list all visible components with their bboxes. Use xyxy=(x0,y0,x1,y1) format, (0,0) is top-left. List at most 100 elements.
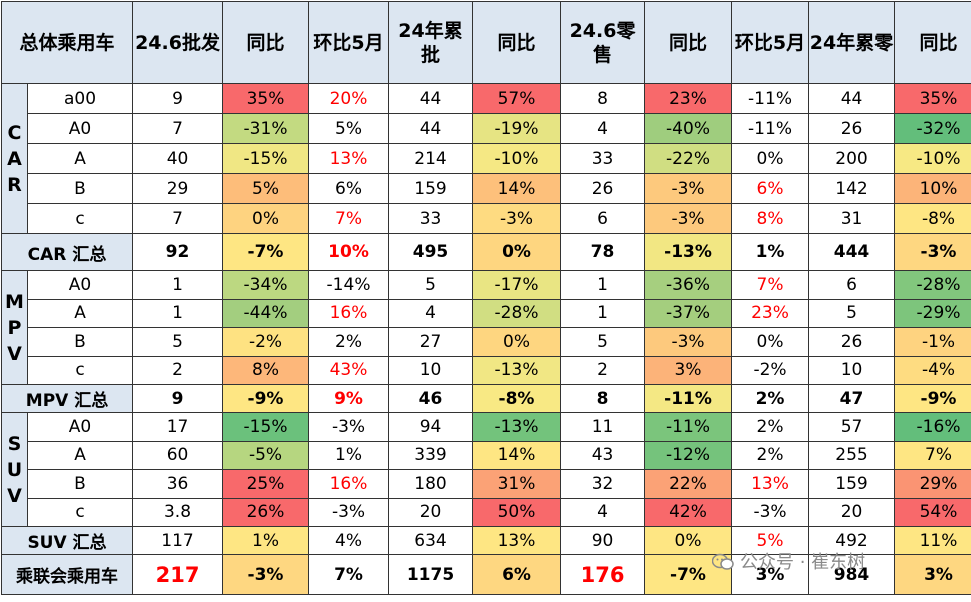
data-cell: -16% xyxy=(894,412,971,442)
column-header: 环比5月 xyxy=(308,1,390,84)
data-cell: 13% xyxy=(308,143,390,174)
data-cell: 10 xyxy=(808,355,896,385)
data-cell: 26 xyxy=(808,327,896,357)
data-cell: 6% xyxy=(308,173,390,204)
summary-cell: 495 xyxy=(388,233,474,271)
summary-cell: 0% xyxy=(644,526,733,555)
data-cell: 40 xyxy=(132,143,224,174)
data-cell: 5 xyxy=(808,298,896,328)
table-row: c 7 0% 7% 33 -3% 6 -3% 8% 31 -8% xyxy=(2,203,971,234)
segment-label: B xyxy=(26,469,134,499)
data-cell: -2% xyxy=(222,327,310,357)
total-cell: 984 xyxy=(808,554,896,595)
column-header: 同比 xyxy=(222,1,310,84)
total-cell: -7% xyxy=(644,554,733,595)
data-cell: 1 xyxy=(132,270,224,300)
data-cell: 7% xyxy=(731,270,810,300)
segment-label: A xyxy=(26,440,134,470)
data-cell: 33 xyxy=(560,143,646,174)
data-cell: 2% xyxy=(308,327,390,357)
column-header: 同比 xyxy=(644,1,733,84)
data-cell: 31 xyxy=(808,203,896,234)
data-cell: 29% xyxy=(894,469,971,499)
data-cell: -37% xyxy=(644,298,733,328)
header-row: 总体乘用车 24.6批发 同比 环比5月 24年累批 同比 24.6零售 同比 环比5月 24年累… xyxy=(0,1,971,84)
data-cell: 44 xyxy=(388,113,474,144)
data-cell: 17 xyxy=(132,412,224,442)
data-cell: 27 xyxy=(388,327,474,357)
data-cell: 25% xyxy=(222,469,310,499)
data-cell: 5 xyxy=(132,327,224,357)
total-cell: -3% xyxy=(222,554,310,595)
summary-cell: -7% xyxy=(222,233,310,271)
total-cell: 176 xyxy=(560,554,646,595)
data-cell: -11% xyxy=(731,113,810,144)
data-cell: 36 xyxy=(132,469,224,499)
segment-label: A0 xyxy=(26,270,134,300)
summary-cell: 1% xyxy=(222,526,310,555)
data-cell: -15% xyxy=(222,143,310,174)
summary-row: MPV 汇总 9 -9% 9% 46 -8% 8 -11% 2% 47 -9% xyxy=(0,384,971,413)
data-cell: 44 xyxy=(808,83,896,114)
data-cell: -29% xyxy=(894,298,971,328)
total-cell: 6% xyxy=(472,554,562,595)
data-cell: 16% xyxy=(308,469,390,499)
summary-cell: 5% xyxy=(731,526,810,555)
data-cell: 11 xyxy=(560,412,646,442)
data-cell: 23% xyxy=(644,83,733,114)
segment-label: A xyxy=(26,143,134,174)
column-header: 总体乘用车 xyxy=(0,1,134,84)
data-cell: -3% xyxy=(731,497,810,527)
data-cell: 23% xyxy=(731,298,810,328)
data-cell: 159 xyxy=(388,173,474,204)
data-cell: 43 xyxy=(560,440,646,470)
summary-cell: -8% xyxy=(472,384,562,413)
data-cell: 7% xyxy=(894,440,971,470)
data-cell: -11% xyxy=(644,412,733,442)
data-cell: -1% xyxy=(894,327,971,357)
data-cell: 4 xyxy=(560,497,646,527)
table-row: B 29 5% 6% 159 14% 26 -3% 6% 142 10% xyxy=(2,173,971,204)
summary-cell: 9% xyxy=(308,384,390,413)
group-label-char: U xyxy=(6,458,23,481)
data-cell: -31% xyxy=(222,113,310,144)
summary-cell: 2% xyxy=(731,384,810,413)
data-cell: 2% xyxy=(731,412,810,442)
data-cell: 60 xyxy=(132,440,224,470)
data-cell: 255 xyxy=(808,440,896,470)
summary-cell: 92 xyxy=(132,233,224,271)
table-row: M P V A0 1 -34% -14% 5 -17% 1 -36% 7% 6 -28% xyxy=(1,270,971,385)
table-row: B 36 25% 16% 180 31% 32 22% 13% 159 29% xyxy=(2,469,971,499)
group-label-char: A xyxy=(7,147,22,170)
data-cell: -17% xyxy=(472,270,562,300)
data-cell: -10% xyxy=(472,143,562,174)
column-header: 24年累批 xyxy=(388,1,474,84)
data-cell: 31% xyxy=(472,469,562,499)
summary-cell: 634 xyxy=(388,526,474,555)
data-cell: 22% xyxy=(644,469,733,499)
summary-cell: 117 xyxy=(132,526,224,555)
summary-cell: -9% xyxy=(222,384,310,413)
data-cell: 50% xyxy=(472,497,562,527)
data-cell: 159 xyxy=(808,469,896,499)
data-cell: -12% xyxy=(644,440,733,470)
data-cell: 3.8 xyxy=(132,497,224,527)
total-cell: 3% xyxy=(894,554,971,595)
data-cell: -15% xyxy=(222,412,310,442)
segment-label: A xyxy=(26,298,134,328)
data-cell: 1 xyxy=(560,298,646,328)
group-label-char: V xyxy=(7,342,22,365)
column-header: 24.6批发 xyxy=(132,1,224,84)
data-cell: 5 xyxy=(388,270,474,300)
data-cell: 0% xyxy=(731,143,810,174)
data-cell: 26 xyxy=(808,113,896,144)
summary-label: SUV 汇总 xyxy=(0,526,134,555)
data-cell: 8% xyxy=(222,355,310,385)
summary-cell: 0% xyxy=(472,233,562,271)
data-cell: 26 xyxy=(560,173,646,204)
data-cell: 14% xyxy=(472,173,562,204)
